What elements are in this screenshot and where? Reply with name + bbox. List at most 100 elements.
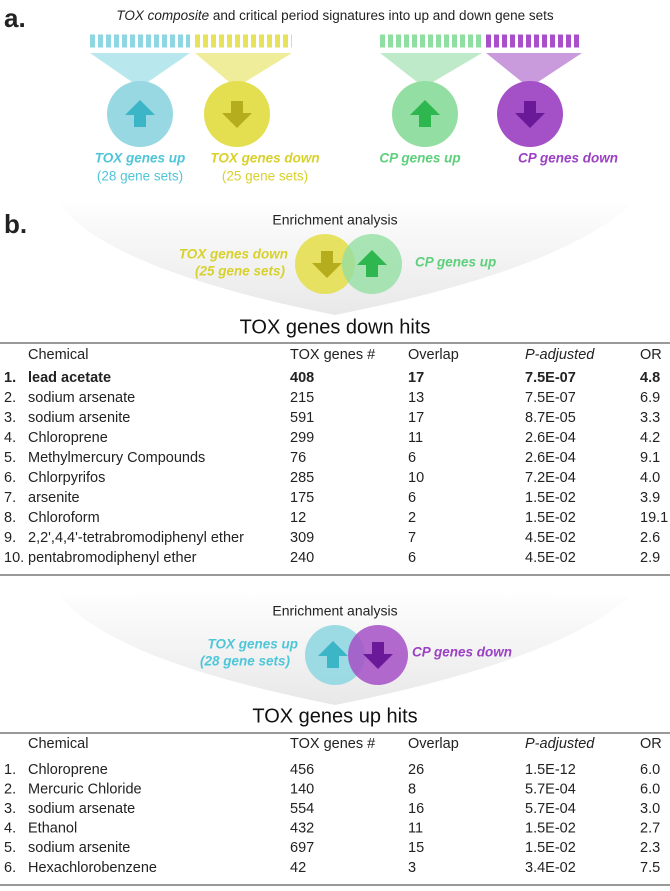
table-cell: 9. bbox=[4, 530, 16, 546]
table-cell: Chloroform bbox=[28, 510, 100, 526]
table-cell: 3.9 bbox=[640, 490, 660, 506]
table-cell: Ethanol bbox=[28, 821, 77, 837]
group-name: TOX genes down bbox=[210, 151, 319, 166]
table-cell: 42 bbox=[290, 860, 306, 876]
table-cell: 6.9 bbox=[640, 390, 660, 406]
table-cell: 432 bbox=[290, 821, 314, 837]
table-cell: 240 bbox=[290, 550, 314, 566]
table-title: TOX genes up hits bbox=[252, 705, 417, 727]
funnel bbox=[486, 53, 582, 82]
venn-left-sub: (25 gene sets) bbox=[195, 264, 286, 279]
table-cell: 8 bbox=[408, 781, 416, 797]
funnel bbox=[90, 53, 190, 82]
table-cell: 3.3 bbox=[640, 410, 660, 426]
table-cell: 8. bbox=[4, 510, 16, 526]
table-cell: 5. bbox=[4, 840, 16, 856]
column-header: OR bbox=[640, 347, 662, 363]
table-cell: 554 bbox=[290, 801, 314, 817]
table-cell: Mercuric Chloride bbox=[28, 781, 142, 797]
table-cell: 456 bbox=[290, 762, 314, 778]
column-header: Chemical bbox=[28, 347, 88, 363]
table-cell: 299 bbox=[290, 430, 314, 446]
table-cell: 2.9 bbox=[640, 550, 660, 566]
title-rest: and critical period signatures into up a… bbox=[209, 8, 554, 23]
table-cell: 1.5E-02 bbox=[525, 821, 576, 837]
table-cell: Hexachlorobenzene bbox=[28, 860, 157, 876]
table-cell: 1. bbox=[4, 370, 16, 386]
table-cell: 2.6 bbox=[640, 530, 660, 546]
table-cell: 1. bbox=[4, 762, 16, 778]
group-name: CP genes down bbox=[518, 151, 618, 166]
table-cell: 5. bbox=[4, 450, 16, 466]
table-cell: 6 bbox=[408, 550, 416, 566]
group-sub: (28 gene sets) bbox=[97, 169, 183, 184]
table-cell: 5.7E-04 bbox=[525, 801, 576, 817]
panel-title: TOX composite and critical period signat… bbox=[116, 8, 554, 23]
table-cell: 7.5E-07 bbox=[525, 390, 576, 406]
title-italic: TOX composite bbox=[116, 8, 209, 23]
table-cell: 19.1 bbox=[640, 510, 668, 526]
table-cell: Chloroprene bbox=[28, 430, 108, 446]
table-cell: 6 bbox=[408, 450, 416, 466]
table-cell: 1.5E-02 bbox=[525, 840, 576, 856]
table-cell: 7.5 bbox=[640, 860, 660, 876]
table-cell: 8.7E-05 bbox=[525, 410, 576, 426]
table-cell: 3.0 bbox=[640, 801, 660, 817]
table-cell: 697 bbox=[290, 840, 314, 856]
table-cell: 10 bbox=[408, 470, 424, 486]
table-cell: 4.5E-02 bbox=[525, 550, 576, 566]
panel-label: b. bbox=[4, 209, 27, 239]
column-header: Overlap bbox=[408, 736, 459, 752]
table-cell: 4.2 bbox=[640, 430, 660, 446]
table-cell: 3. bbox=[4, 801, 16, 817]
table-cell: 1.5E-02 bbox=[525, 510, 576, 526]
table-cell: 7. bbox=[4, 490, 16, 506]
table-cell: 4.8 bbox=[640, 370, 660, 386]
venn-left: TOX genes up bbox=[207, 637, 298, 652]
table-cell: 1.5E-02 bbox=[525, 490, 576, 506]
group-name: CP genes up bbox=[379, 151, 460, 166]
table-cell: Chlorpyrifos bbox=[28, 470, 105, 486]
table-cell: 11 bbox=[408, 821, 423, 837]
table-cell: 408 bbox=[290, 370, 314, 386]
table-cell: 4.5E-02 bbox=[525, 530, 576, 546]
table-cell: 12 bbox=[290, 510, 306, 526]
table-cell: 309 bbox=[290, 530, 314, 546]
table-cell: sodium arsenite bbox=[28, 840, 130, 856]
column-header: P-adjusted bbox=[525, 347, 595, 363]
column-header: TOX genes # bbox=[290, 347, 375, 363]
table-cell: 2. bbox=[4, 390, 16, 406]
table-cell: 285 bbox=[290, 470, 314, 486]
table-cell: sodium arsenite bbox=[28, 410, 130, 426]
table-cell: 215 bbox=[290, 390, 314, 406]
table-cell: 6. bbox=[4, 860, 16, 876]
venn-left-sub: (28 gene sets) bbox=[200, 654, 291, 669]
table-cell: 17 bbox=[408, 410, 424, 426]
table-cell: 2 bbox=[408, 510, 416, 526]
table-cell: sodium arsenate bbox=[28, 390, 135, 406]
panel-label: a. bbox=[4, 3, 26, 33]
venn-right: CP genes up bbox=[415, 255, 496, 270]
table-cell: 3 bbox=[408, 860, 416, 876]
column-header: P-adjusted bbox=[525, 736, 595, 752]
table-cell: 6 bbox=[408, 490, 416, 506]
table-cell: 591 bbox=[290, 410, 314, 426]
table-cell: Methylmercury Compounds bbox=[28, 450, 205, 466]
table-cell: 9.1 bbox=[640, 450, 660, 466]
column-header: Chemical bbox=[28, 736, 88, 752]
table-cell: 4.0 bbox=[640, 470, 660, 486]
table-cell: 3. bbox=[4, 410, 16, 426]
column-header: TOX genes # bbox=[290, 736, 375, 752]
table-cell: 6. bbox=[4, 470, 16, 486]
table-title: TOX genes down hits bbox=[240, 316, 431, 338]
funnel bbox=[380, 53, 482, 82]
table-cell: Chloroprene bbox=[28, 762, 108, 778]
table-cell: 11 bbox=[408, 430, 423, 446]
table-cell: 7.2E-04 bbox=[525, 470, 576, 486]
table-cell: 6.0 bbox=[640, 762, 660, 778]
table-cell: 7.5E-07 bbox=[525, 370, 576, 386]
table-cell: 5.7E-04 bbox=[525, 781, 576, 797]
table-cell: 2. bbox=[4, 781, 16, 797]
table-cell: 140 bbox=[290, 781, 314, 797]
